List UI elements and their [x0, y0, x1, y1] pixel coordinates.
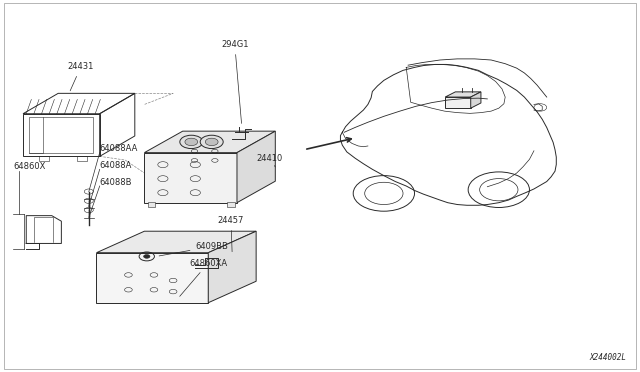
- Text: 24431: 24431: [68, 62, 94, 91]
- Polygon shape: [470, 92, 481, 108]
- Polygon shape: [445, 92, 481, 97]
- Text: 24457: 24457: [218, 216, 244, 252]
- Text: 64860XA: 64860XA: [180, 259, 227, 296]
- Circle shape: [205, 138, 218, 145]
- Text: 64088A: 64088A: [100, 161, 132, 170]
- Bar: [227, 202, 235, 207]
- Circle shape: [200, 135, 223, 148]
- Circle shape: [185, 138, 198, 145]
- Bar: [148, 202, 156, 207]
- Circle shape: [180, 135, 203, 148]
- Text: 64860X: 64860X: [13, 162, 46, 171]
- Text: 64088B: 64088B: [100, 178, 132, 187]
- Circle shape: [143, 254, 150, 258]
- Polygon shape: [208, 231, 256, 303]
- Bar: [39, 156, 49, 161]
- Polygon shape: [145, 153, 237, 203]
- Text: 24410: 24410: [256, 154, 282, 167]
- Polygon shape: [237, 131, 275, 203]
- Text: 6409BB: 6409BB: [159, 242, 228, 256]
- Text: 294G1: 294G1: [221, 40, 248, 124]
- Bar: [77, 156, 87, 161]
- Polygon shape: [97, 231, 256, 253]
- Polygon shape: [145, 131, 275, 153]
- Polygon shape: [97, 253, 208, 303]
- Text: X244002L: X244002L: [589, 353, 627, 362]
- Polygon shape: [445, 97, 470, 108]
- Text: 64088AA: 64088AA: [100, 144, 138, 153]
